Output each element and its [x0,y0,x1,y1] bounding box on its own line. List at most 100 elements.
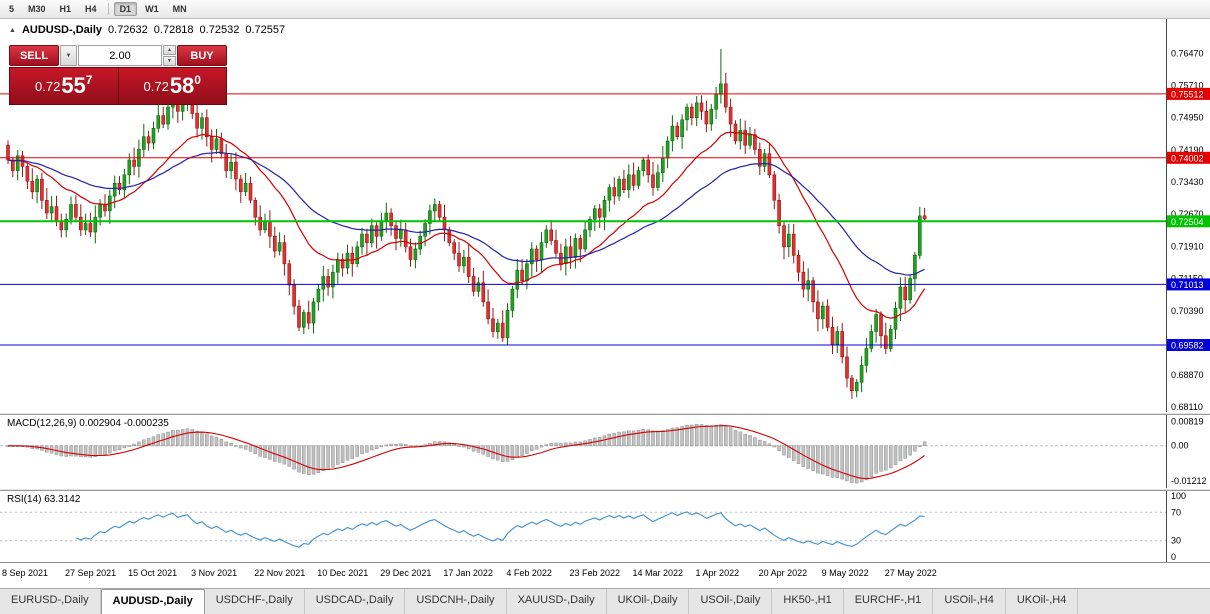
candle-body [913,255,917,279]
symbol-tab-audusd-daily[interactable]: AUDUSD-,Daily [100,589,205,614]
candle-body [617,178,621,197]
symbol-tab-usdcnh-daily[interactable]: USDCNH-,Daily [405,589,507,614]
candle-body [549,229,554,241]
timeframe-button-m30[interactable]: M30 [28,4,46,14]
candle-body [142,136,146,150]
symbol-tab-xauusd-daily[interactable]: XAUUSD-,Daily [507,589,607,614]
macd-bar [195,430,199,446]
macd-bar [151,436,156,446]
timeframe-button-d1[interactable]: D1 [113,2,138,16]
macd-bar [782,445,786,456]
price-line-tag [1167,151,1210,164]
candle-body [723,83,728,108]
macd-bar [190,429,195,446]
symbol-tab-eurchf-h1[interactable]: EURCHF-,H1 [844,589,934,614]
candle-body [816,301,820,320]
macd-bar [282,445,287,465]
macd-bar [263,445,267,458]
macd-bar [316,445,321,473]
macd-bar [374,445,379,449]
macd-bar [510,445,515,460]
time-axis-label: 4 Feb 2022 [506,568,552,578]
symbol-tab-usdchf-daily[interactable]: USDCHF-,Daily [205,589,305,614]
candle-body [888,329,893,349]
macd-bar [680,426,684,446]
macd-bar [500,445,505,463]
order-type-dropdown[interactable]: ▼ [60,45,77,66]
macd-bar [200,431,204,446]
candle-body [321,276,326,290]
timeframe-button-h4[interactable]: H4 [85,4,97,14]
timeframe-button-5[interactable]: 5 [9,4,15,14]
candle-body [64,219,68,231]
candle-body [54,206,59,222]
candle-body [772,174,777,201]
candle-body [869,331,874,349]
macd-bar [646,429,650,446]
macd-bar [180,429,185,446]
macd-bar [462,445,466,448]
macd-bar [209,435,214,446]
candle-body [394,225,398,239]
macd-bar [898,445,903,462]
candle-body [272,236,277,252]
volume-input[interactable] [78,45,162,66]
macd-bar [651,430,655,446]
rsi-svg[interactable]: 100 70 30 0 [0,491,1210,562]
macd-bar [675,427,680,446]
macd-label: MACD(12,26,9) 0.002904 -0.000235 [7,418,169,429]
candle-body [25,166,30,182]
macd-bar [229,443,233,446]
symbol-tab-usdcad-daily[interactable]: USDCAD-,Daily [305,589,406,614]
buy-price-display[interactable]: 0.72 58 0 [118,68,226,104]
macd-bar [146,438,151,446]
price-axis-label: 0.71910 [1171,241,1204,251]
time-axis-label: 20 Apr 2022 [758,568,808,578]
macd-bar [399,443,403,446]
candle-body [685,106,689,121]
panel-splitter[interactable] [0,412,1210,415]
macd-svg[interactable]: 0.00819 0.00 -0.01212 [0,415,1210,488]
candle-body [602,200,607,218]
time-axis-label: 15 Oct 2021 [128,568,178,578]
timeframe-button-w1[interactable]: W1 [145,4,159,14]
buy-button[interactable]: BUY [177,45,227,66]
buy-price-prefix: 0.72 [143,78,169,94]
macd-bar [447,442,452,446]
macd-bar [641,429,646,446]
sell-price-display[interactable]: 0.72 55 7 [10,68,119,104]
symbol-tab-eurusd-daily[interactable]: EURUSD-,Daily [0,589,101,614]
macd-bar [825,445,830,476]
symbol-tab-usoil-h4[interactable]: USOil-,H4 [933,589,1006,614]
symbol-tab-ukoil-h4[interactable]: UKOil-,H4 [1006,589,1079,614]
candle-body [491,318,495,332]
macd-bar [452,443,456,446]
sell-button[interactable]: SELL [9,45,59,66]
candle-body [35,178,39,193]
candle-body [651,174,655,188]
candle-body [835,331,840,345]
macd-panel[interactable]: 0.00819 0.00 -0.01212 [0,415,1210,488]
macd-bar [850,445,854,483]
candle-body [49,206,54,214]
symbol-tab-usoil-daily[interactable]: USOil-,Daily [689,589,773,614]
candle-body [554,240,558,254]
panel-splitter[interactable] [0,488,1210,491]
symbol-tab-ukoil-daily[interactable]: UKOil-,Daily [607,589,690,614]
candle-body [500,322,505,339]
macd-bar [559,443,563,446]
volume-spinner-up[interactable]: ▲ [163,45,176,55]
candle-body [403,229,408,248]
symbol-tab-hk50-h1[interactable]: HK50-,H1 [772,589,844,614]
candle-body [806,280,811,290]
time-axis-label: 8 Sep 2021 [2,568,49,578]
macd-bar [287,445,292,467]
macd-bar [758,439,762,446]
timeframe-button-h1[interactable]: H1 [59,4,72,14]
macd-bar [345,445,350,461]
volume-spinner-down[interactable]: ▼ [163,56,176,66]
rsi-panel[interactable]: 100 70 30 0 [0,491,1210,562]
timeframe-button-mn[interactable]: MN [172,4,187,14]
candle-body [166,106,170,125]
